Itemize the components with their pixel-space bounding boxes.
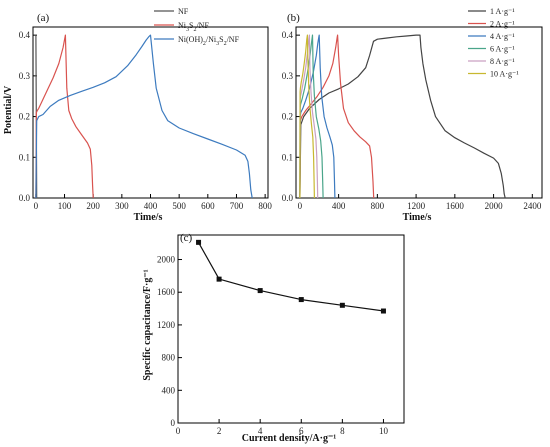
panel-a-y-tick-label: 0.0: [19, 193, 31, 203]
panel-b-series-line-0: [299, 34, 506, 199]
panel-c-y-tick-label: 0: [171, 418, 176, 428]
panel-a-x-tick-label: 500: [172, 201, 186, 211]
panel-a-x-tick-label: 800: [258, 201, 272, 211]
panel-c-y-tick-label: 1200: [157, 320, 176, 330]
panel-b-x-tick-label: 2400: [523, 201, 542, 211]
panel-c-y-tick-label: 2000: [157, 255, 176, 265]
panel-b-y-tick-label: 0.2: [282, 112, 293, 122]
panel-a-y-tick-label: 0.2: [19, 112, 30, 122]
panel-b-series-line-4: [299, 34, 319, 199]
panel-b-y-tick-label: 0.1: [282, 152, 293, 162]
panel-b-series-line-3: [299, 34, 324, 199]
panel-a-y-tick-label: 0.4: [19, 30, 31, 40]
panel-a-x-tick-label: 600: [201, 201, 215, 211]
panel-c-y-axis-label: Specific capacitance/F·g⁻¹: [142, 269, 153, 380]
panel-b-y-tick-label: 0.4: [282, 30, 294, 40]
panel-a-legend-entry: NF: [178, 7, 189, 16]
panel-a-legend-entry: Ni3S2/NF: [178, 21, 209, 33]
panel-c-data-point: [339, 302, 345, 308]
panel-a-y-tick-label: 0.1: [19, 152, 30, 162]
panel-c-x-tick-label: 2: [217, 426, 222, 436]
panel-b-y-tick-label: 0.3: [282, 71, 294, 81]
panel-a-x-axis-label: Time/s: [134, 212, 163, 223]
panel-b-x-axis-label: Time/s: [403, 212, 432, 223]
panel-b-legend-entry: 10 A·g⁻¹: [490, 70, 519, 79]
panel-c-data-point: [216, 276, 222, 282]
panel-a-y-axis-label: Potential/V: [3, 85, 14, 134]
panel-b-series-line-2: [299, 34, 336, 199]
panel-c-specific-capacitance: (c) Current density/A·g⁻¹ Specific capac…: [142, 232, 405, 444]
panel-a-x-tick-label: 300: [115, 201, 129, 211]
panel-b-y-tick-label: 0.0: [282, 193, 294, 203]
panel-c-data-point: [380, 308, 386, 314]
panel-c-y-tick-label: 1600: [157, 287, 176, 297]
panel-c-x-axis-label: Current density/A·g⁻¹: [242, 433, 336, 444]
panel-b-legend-entry: 2 A·g⁻¹: [490, 20, 515, 29]
panel-b-x-tick-label: 0: [298, 201, 303, 211]
panel-b-x-tick-label: 1600: [446, 201, 465, 211]
panel-c-x-tick-label: 10: [379, 426, 389, 436]
panel-c-x-tick-label: 8: [340, 426, 345, 436]
panel-c-series-line-0: [197, 242, 384, 312]
panel-b-x-tick-label: 800: [371, 201, 385, 211]
panel-c-plot-frame: [177, 234, 405, 424]
panel-b-x-tick-label: 400: [332, 201, 346, 211]
panel-c-y-tick-label: 800: [162, 353, 176, 363]
panel-b-plot-frame: [295, 26, 543, 199]
panel-a-x-tick-label: 100: [58, 201, 72, 211]
panel-b-x-tick-label: 1200: [407, 201, 426, 211]
panel-c-label: (c): [180, 232, 193, 244]
panel-b-rate-charge-discharge: (b) Time/s 0 400 800 1200 1600 2000 2400 0.0 0.1…: [282, 7, 543, 223]
panel-c-data-point: [196, 239, 202, 245]
panel-b-legend-entry: 1 A·g⁻¹: [490, 7, 515, 16]
panel-a-label: (a): [37, 12, 50, 24]
panel-b-legend-entry: 6 A·g⁻¹: [490, 45, 515, 54]
panel-b-label: (b): [287, 12, 300, 24]
panel-a-plot-frame: [32, 26, 269, 199]
panel-c-x-tick-label: 6: [299, 426, 304, 436]
panel-a-y-tick-label: 0.3: [19, 71, 31, 81]
panel-a-series-line-2: [35, 34, 253, 199]
panel-a-x-tick-label: 200: [86, 201, 100, 211]
panel-a-gc-charge-discharge: (a) Time/s Potential/V 0 100 200 300 400 500 6…: [3, 7, 272, 223]
panel-a-x-tick-label: 0: [34, 201, 39, 211]
panel-a-x-tick-label: 400: [144, 201, 158, 211]
panel-c-x-tick-label: 4: [258, 426, 263, 436]
panel-b-legend-entry: 8 A·g⁻¹: [490, 57, 515, 66]
panel-c-data-point: [257, 288, 263, 294]
panel-c-data-point: [298, 297, 304, 303]
panel-a-series-line-1: [35, 34, 94, 199]
panel-a-x-tick-label: 700: [230, 201, 244, 211]
panel-a-legend-entry: Ni(OH)2/Ni3S2/NF: [178, 35, 240, 47]
panel-b-x-tick-label: 2000: [485, 201, 504, 211]
panel-c-x-tick-label: 0: [176, 426, 181, 436]
panel-c-y-tick-label: 400: [162, 385, 176, 395]
panel-b-legend-entry: 4 A·g⁻¹: [490, 32, 515, 41]
panel-b-series-line-5: [299, 34, 315, 199]
